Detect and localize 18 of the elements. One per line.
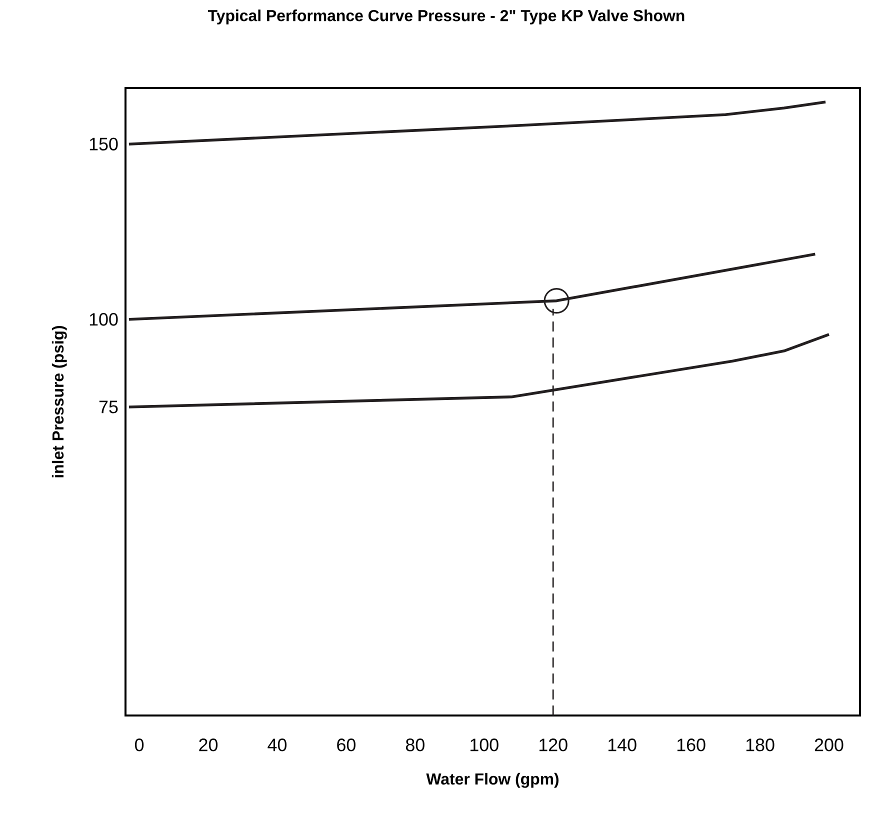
- chart-title: Typical Performance Curve Pressure - 2" Type KP Valve Shown: [208, 10, 684, 24]
- y-tick-label: 75: [99, 400, 118, 414]
- x-tick-label: 20: [199, 738, 218, 752]
- x-tick-label: 160: [677, 738, 706, 752]
- x-tick-label: 60: [337, 738, 356, 752]
- y-tick-label: 100: [90, 313, 118, 326]
- x-axis-title: Water Flow (gpm): [426, 772, 559, 788]
- x-tick-label: 100: [470, 738, 498, 752]
- x-tick-label: 0: [135, 738, 144, 752]
- x-tick-label: 120: [540, 738, 568, 752]
- x-tick-label: 200: [814, 738, 844, 752]
- x-tick-label: 140: [608, 738, 636, 752]
- y-axis-title: inlet Pressure (psig): [52, 326, 67, 478]
- line-series: [128, 100, 827, 146]
- x-tick-label: 40: [268, 738, 287, 752]
- x-tick-label: 180: [746, 738, 774, 752]
- x-tick-label: 80: [406, 738, 424, 752]
- y-tick-label: 150: [90, 138, 118, 150]
